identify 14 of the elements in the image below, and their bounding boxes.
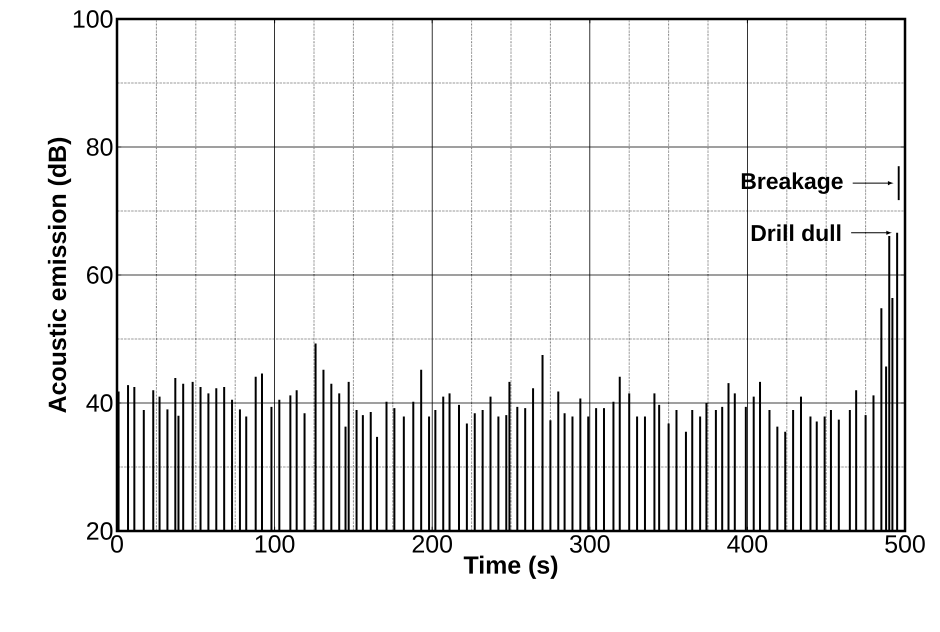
x-axis-title: Time (s): [464, 556, 558, 579]
y-tick-label: 40: [86, 394, 112, 412]
x-tick-label: 200: [412, 535, 452, 553]
annotation: Drill dull: [752, 224, 840, 242]
x-tick-label: 400: [727, 535, 768, 553]
x-tick-label: 500: [885, 535, 925, 553]
y-tick-label: 20: [87, 522, 112, 540]
x-tick-label: 0: [111, 535, 123, 553]
y-tick-label: 80: [86, 138, 112, 156]
x-tick-label: 300: [570, 535, 610, 553]
x-tick-label: 100: [256, 535, 294, 553]
y-axis-title: Acoustic emission (dB): [48, 138, 72, 413]
y-tick-label: 60: [87, 266, 112, 284]
y-tick-label: 100: [74, 10, 112, 28]
